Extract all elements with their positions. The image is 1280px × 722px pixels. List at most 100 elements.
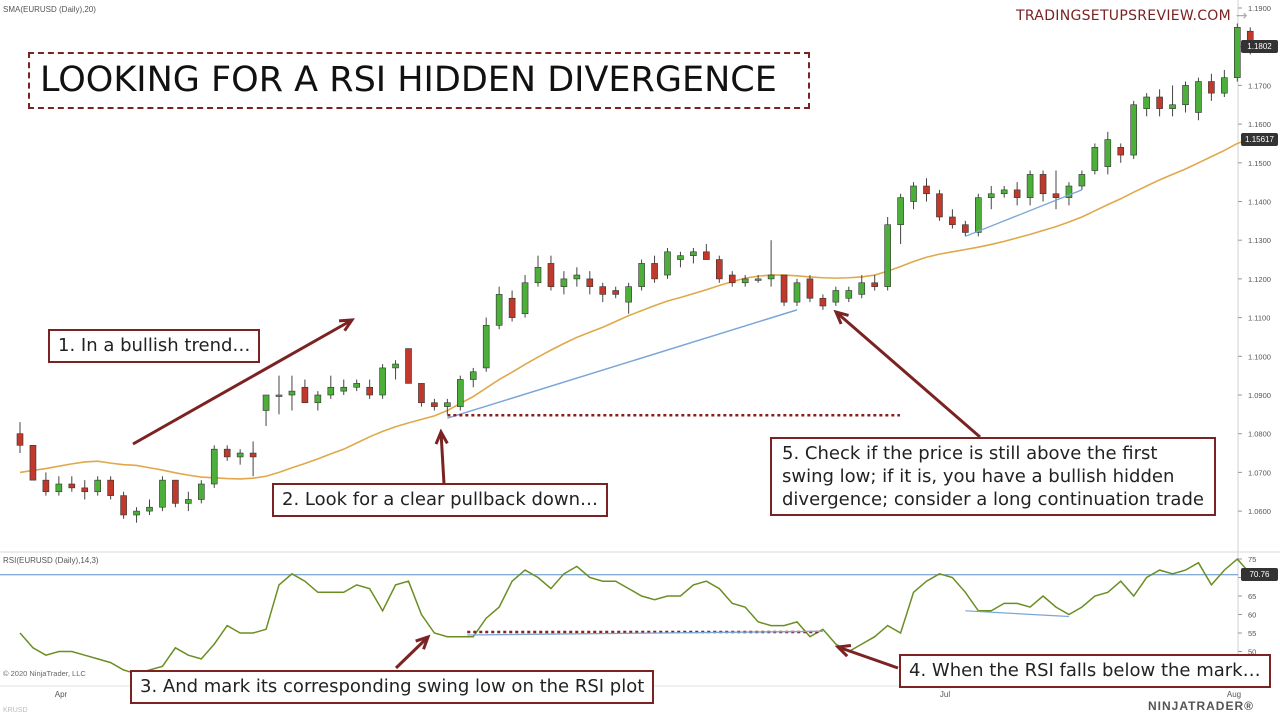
candle-body — [910, 185, 917, 202]
bearish-candle — [405, 348, 412, 384]
bullish-candle — [1000, 186, 1008, 198]
candle-body — [1156, 96, 1163, 109]
candle-body — [94, 479, 101, 493]
price-axis: 1.19001.18001.17001.16001.15001.14001.13… — [1238, 4, 1271, 516]
candle-body — [677, 255, 684, 260]
candle-body — [625, 286, 632, 303]
candle-body — [1234, 27, 1241, 78]
candle-body — [884, 224, 891, 287]
bullish-candle — [198, 480, 205, 504]
bullish-candle — [573, 267, 581, 287]
bearish-candle — [819, 294, 827, 310]
watermark: TRADINGSETUPSREVIEW.COM → — [1016, 8, 1248, 24]
bearish-candle — [29, 445, 37, 481]
rsi-tick-label: 75 — [1248, 555, 1256, 564]
watermark-text: TRADINGSETUPSREVIEW.COM — [1016, 8, 1231, 24]
candle-body — [858, 282, 866, 295]
bullish-candle — [327, 375, 335, 399]
arrow-head — [834, 644, 852, 658]
arrow-shaft — [835, 310, 981, 439]
time-tick-label: Jul — [940, 690, 950, 699]
candle-body — [81, 487, 89, 493]
candle-body — [392, 363, 399, 369]
price-tick-label: 1.1100 — [1248, 314, 1270, 323]
candle-body — [418, 383, 425, 404]
second-low-arrow — [833, 309, 981, 439]
candle-body — [521, 282, 529, 315]
bullish-candle — [754, 275, 762, 283]
candle-body — [767, 274, 775, 280]
candle-body — [172, 479, 179, 504]
ninjatrader-logo: NINJATRADER® — [1148, 699, 1254, 713]
bearish-candle — [962, 220, 969, 237]
bullish-candle — [340, 379, 348, 395]
bullish-candle — [1182, 81, 1189, 113]
candle-body — [1052, 193, 1060, 198]
bullish-candle — [793, 278, 801, 306]
candle-body — [198, 483, 205, 500]
bullish-candle — [741, 275, 749, 287]
price-tick-label: 1.1600 — [1248, 120, 1271, 129]
bearish-candle — [1013, 182, 1021, 206]
annotation-5-line-1: 5. Check if the price is still above the… — [782, 443, 1158, 464]
bullish-candle — [1169, 85, 1176, 117]
bearish-candle — [599, 282, 607, 303]
bearish-candle — [780, 274, 788, 306]
candle-body — [1143, 96, 1150, 109]
bullish-candle — [133, 507, 140, 523]
bullish-candle — [288, 375, 296, 411]
candle-body — [353, 383, 361, 388]
annotation-5-line-3: divergence; consider a long continuation… — [782, 489, 1204, 510]
bullish-candle — [1091, 143, 1099, 175]
annotation-arrows — [132, 309, 981, 670]
candle-body — [185, 499, 192, 504]
bullish-candle — [664, 247, 671, 279]
bullish-candle — [495, 286, 503, 330]
watermark-arrow-icon: → — [1235, 8, 1248, 24]
rsi-tick-label: 65 — [1248, 592, 1256, 601]
bearish-candle — [81, 480, 89, 500]
rsi-level-tag: 70.76 — [1241, 568, 1278, 581]
candle-body — [1221, 77, 1228, 94]
bearish-candle — [431, 398, 438, 411]
candle-body — [819, 297, 827, 307]
rsi-trendline — [467, 630, 823, 636]
rsi-tick-label: 55 — [1248, 629, 1256, 638]
bullish-candle — [482, 317, 490, 372]
bearish-candle — [16, 422, 24, 454]
bearish-candle — [703, 244, 710, 260]
arrow-shaft — [439, 431, 446, 485]
arrow-head — [415, 634, 431, 650]
bearish-candle — [107, 476, 114, 500]
bearish-candle — [1117, 143, 1125, 163]
candle-body — [275, 394, 283, 397]
price-tick-label: 1.0800 — [1248, 430, 1271, 439]
annotation-2: 2. Look for a clear pullback down… — [272, 483, 609, 517]
candle-body — [236, 452, 244, 458]
candle-body — [210, 448, 218, 485]
annotation-overlay — [447, 189, 1083, 419]
bearish-candle — [120, 491, 127, 519]
bullish-candle — [469, 367, 477, 388]
candle-body — [1026, 174, 1034, 198]
candle-body — [340, 386, 348, 392]
rsi-mark-arrow — [394, 634, 431, 670]
candle-body — [987, 193, 995, 198]
candle-body — [1117, 147, 1125, 156]
candle-body — [754, 278, 762, 281]
candle-body — [379, 367, 386, 396]
bullish-candle — [146, 499, 153, 515]
bullish-candle — [1221, 69, 1228, 98]
arrow-shaft — [394, 635, 430, 670]
candle-body — [262, 394, 270, 411]
sma-indicator-label: SMA(EURUSD (Daily),20) — [3, 5, 96, 14]
candle-body — [1013, 189, 1021, 198]
bullish-candle — [521, 275, 529, 318]
bullish-candle — [94, 476, 101, 496]
bullish-candle — [974, 193, 982, 237]
bearish-candle — [366, 379, 373, 399]
candle-body — [949, 216, 956, 226]
bullish-candle — [897, 193, 904, 245]
annotation-5-line-2: swing low; if it is, you have a bullish … — [782, 466, 1175, 487]
candle-body — [301, 386, 309, 404]
